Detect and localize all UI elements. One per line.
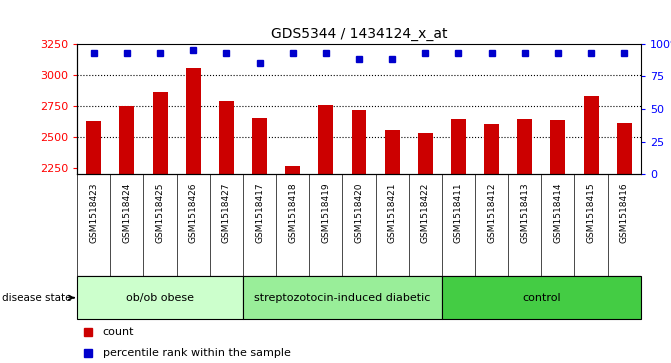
- Bar: [152, 92, 168, 174]
- Bar: [243, 276, 442, 319]
- Bar: [451, 119, 466, 174]
- Bar: [77, 276, 243, 319]
- Text: GSM1518423: GSM1518423: [89, 182, 98, 243]
- Text: GSM1518414: GSM1518414: [554, 182, 562, 243]
- Text: GSM1518425: GSM1518425: [156, 182, 164, 243]
- Text: streptozotocin-induced diabetic: streptozotocin-induced diabetic: [254, 293, 431, 303]
- Text: GSM1518422: GSM1518422: [421, 182, 430, 243]
- Text: GSM1518412: GSM1518412: [487, 182, 496, 243]
- Bar: [318, 105, 333, 174]
- Bar: [617, 123, 631, 174]
- Bar: [219, 101, 234, 174]
- Bar: [384, 130, 400, 174]
- Bar: [252, 118, 267, 174]
- Text: GSM1518417: GSM1518417: [255, 182, 264, 243]
- Bar: [87, 121, 101, 174]
- Text: disease state: disease state: [1, 293, 74, 303]
- Title: GDS5344 / 1434124_x_at: GDS5344 / 1434124_x_at: [270, 27, 448, 41]
- Text: GSM1518420: GSM1518420: [354, 182, 364, 243]
- Text: control: control: [522, 293, 561, 303]
- Text: GSM1518419: GSM1518419: [321, 182, 330, 243]
- Text: GSM1518416: GSM1518416: [620, 182, 629, 243]
- Bar: [186, 69, 201, 174]
- Text: ob/ob obese: ob/ob obese: [126, 293, 194, 303]
- Bar: [584, 97, 599, 174]
- Bar: [484, 125, 499, 174]
- Text: count: count: [103, 327, 134, 337]
- Text: GSM1518411: GSM1518411: [454, 182, 463, 243]
- Bar: [119, 106, 134, 174]
- Text: percentile rank within the sample: percentile rank within the sample: [103, 348, 291, 358]
- Bar: [442, 276, 641, 319]
- Text: GSM1518426: GSM1518426: [189, 182, 198, 243]
- Bar: [517, 119, 532, 174]
- Bar: [418, 133, 433, 174]
- Text: GSM1518413: GSM1518413: [520, 182, 529, 243]
- Bar: [550, 120, 566, 174]
- Text: GSM1518427: GSM1518427: [222, 182, 231, 243]
- Bar: [285, 166, 300, 174]
- Text: GSM1518424: GSM1518424: [122, 182, 132, 243]
- Text: GSM1518421: GSM1518421: [388, 182, 397, 243]
- Bar: [352, 110, 366, 174]
- Text: GSM1518418: GSM1518418: [288, 182, 297, 243]
- Text: GSM1518415: GSM1518415: [586, 182, 596, 243]
